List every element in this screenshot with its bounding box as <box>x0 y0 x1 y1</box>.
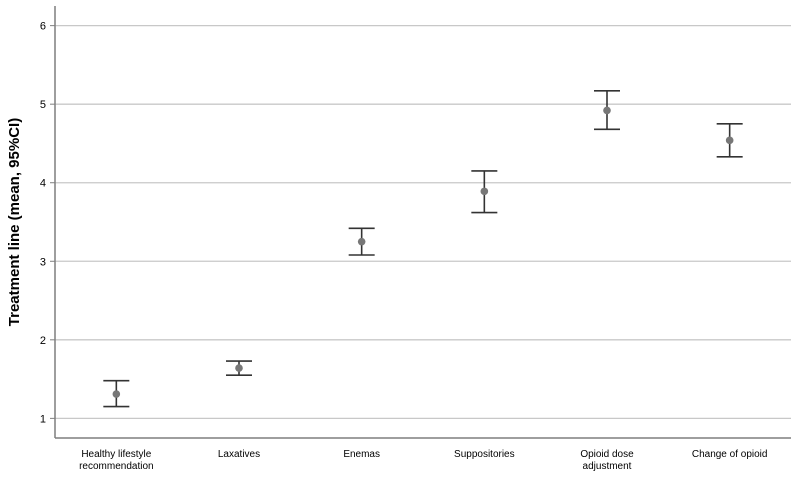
x-tick-label: Change of opioid <box>692 449 768 460</box>
mean-point <box>112 390 121 398</box>
mean-point <box>480 187 489 196</box>
mean-point <box>725 136 734 145</box>
y-tick-labels: 1 2 3 4 5 6 <box>40 21 46 426</box>
x-tick-label: Healthy lifestyle recommendation <box>79 449 153 472</box>
x-tick-label: Laxatives <box>218 449 260 460</box>
y-tick-label: 1 <box>40 413 46 425</box>
x-tick-label: Enemas <box>343 449 380 460</box>
mean-point <box>603 106 611 115</box>
gridlines <box>55 24 791 420</box>
mean-point <box>357 237 366 246</box>
y-axis-label: Treatment line (mean, 95%CI) <box>6 118 23 326</box>
y-tick-label: 6 <box>40 21 46 33</box>
x-tick-label: Suppositories <box>454 449 515 460</box>
data-marks <box>103 90 743 408</box>
x-tick-labels: Healthy lifestyle recommendation Laxatives… <box>79 449 767 472</box>
mean-point <box>235 364 243 372</box>
x-tick-label: Opioid dose adjustment <box>580 449 634 472</box>
axes <box>50 6 791 439</box>
y-tick-label: 4 <box>40 178 46 190</box>
y-tick-label: 2 <box>40 335 46 347</box>
y-tick-label: 3 <box>40 256 46 268</box>
y-tick-label: 5 <box>40 99 46 111</box>
